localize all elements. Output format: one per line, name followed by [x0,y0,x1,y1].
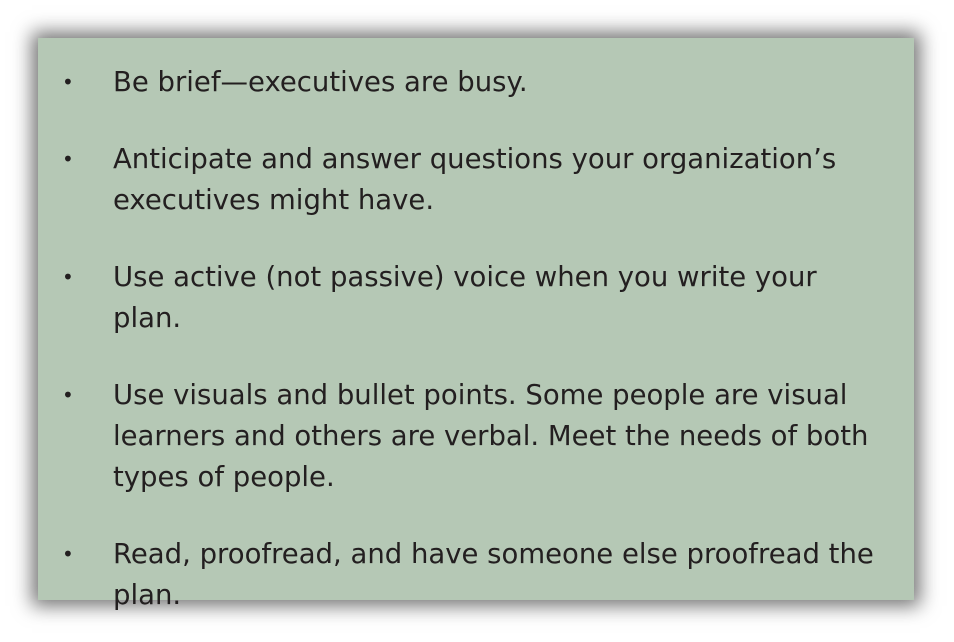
bullet-dot: • [62,383,74,407]
bullet-dot: • [62,542,74,566]
tips-list: • Be brief—executives are busy. • Antici… [38,62,914,642]
list-item-text: Be brief—executives are busy. [113,66,528,98]
bullet-dot: • [62,265,74,289]
list-item: • Use active (not passive) voice when yo… [38,257,914,339]
list-item-text: Read, proofread, and have someone else p… [113,538,874,611]
bullet-dot: • [62,147,74,171]
list-item-text: Anticipate and answer questions your org… [113,143,837,216]
tips-panel: • Be brief—executives are busy. • Antici… [38,38,914,611]
list-item: • Anticipate and answer questions your o… [38,139,914,221]
list-item: • Read, proofread, and have someone else… [38,534,914,616]
list-item-text: Use visuals and bullet points. Some peop… [113,379,869,493]
list-item: • Use visuals and bullet points. Some pe… [38,375,914,498]
bullet-dot: • [62,70,74,94]
list-item-text: Use active (not passive) voice when you … [113,261,817,334]
list-item: • Be brief—executives are busy. [38,62,914,103]
